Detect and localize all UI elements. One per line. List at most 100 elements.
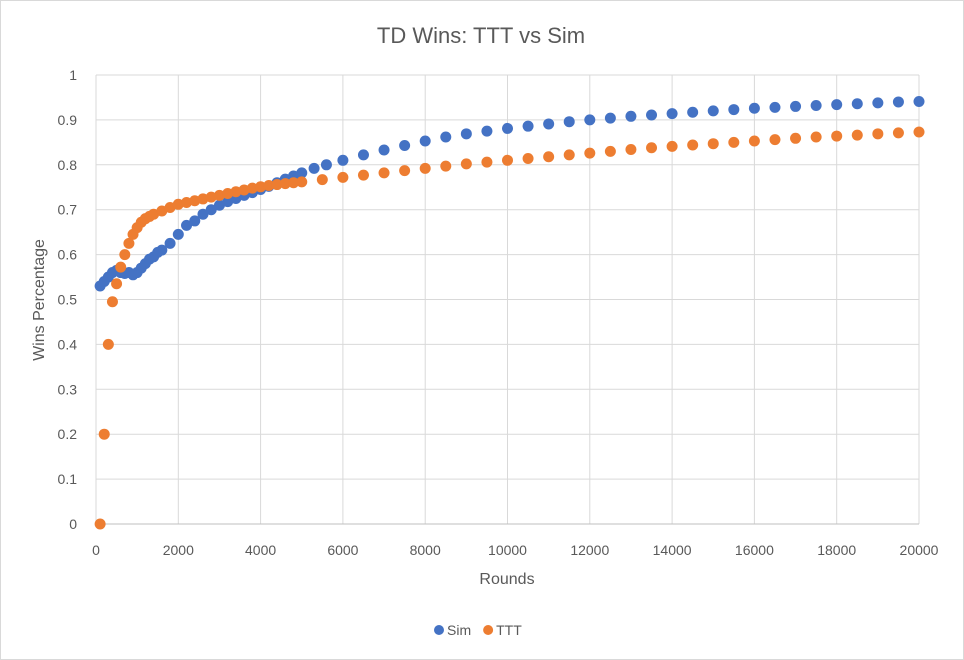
legend: Sim TTT bbox=[434, 622, 522, 638]
x-tick-label: 14000 bbox=[653, 542, 692, 558]
data-point bbox=[222, 188, 234, 200]
data-point bbox=[851, 129, 863, 141]
data-point bbox=[213, 189, 225, 201]
y-tick-label: 0.1 bbox=[58, 471, 78, 487]
data-point bbox=[419, 135, 431, 147]
x-tick-label: 8000 bbox=[410, 542, 441, 558]
data-point bbox=[728, 136, 740, 148]
data-point bbox=[728, 104, 740, 116]
data-point bbox=[288, 177, 300, 189]
data-point bbox=[255, 181, 267, 193]
data-point bbox=[604, 112, 616, 124]
data-point bbox=[119, 249, 131, 261]
data-point bbox=[790, 100, 802, 112]
y-tick-label: 0.3 bbox=[58, 381, 78, 397]
data-point bbox=[502, 122, 513, 134]
data-point bbox=[316, 174, 328, 186]
data-point bbox=[172, 198, 184, 210]
data-point bbox=[872, 97, 884, 109]
y-tick-label: 0.6 bbox=[58, 247, 78, 263]
data-point bbox=[502, 154, 513, 166]
data-point bbox=[913, 126, 925, 138]
data-point bbox=[337, 171, 349, 183]
y-tick-label: 0 bbox=[69, 516, 77, 532]
y-tick-label: 0.7 bbox=[58, 202, 78, 218]
data-point bbox=[748, 102, 760, 114]
y-tick-label: 0.4 bbox=[58, 336, 78, 352]
data-point bbox=[543, 151, 555, 163]
legend-label: TTT bbox=[496, 622, 522, 638]
data-point bbox=[115, 261, 127, 273]
data-point bbox=[181, 219, 193, 231]
data-point bbox=[230, 186, 242, 198]
data-point bbox=[189, 195, 201, 207]
legend-item-ttt: TTT bbox=[483, 622, 522, 638]
data-point bbox=[707, 138, 719, 150]
data-point bbox=[687, 106, 699, 118]
data-point bbox=[172, 228, 184, 240]
data-point bbox=[308, 162, 320, 174]
data-point bbox=[625, 110, 637, 122]
data-point bbox=[481, 156, 493, 168]
x-tick-label: 4000 bbox=[245, 542, 276, 558]
y-axis-title: Wins Percentage bbox=[31, 239, 48, 361]
data-point bbox=[892, 96, 904, 108]
series-ttt bbox=[94, 126, 925, 530]
data-point bbox=[440, 160, 452, 172]
data-point bbox=[357, 169, 369, 181]
data-point bbox=[378, 167, 390, 179]
x-tick-label: 0 bbox=[92, 542, 100, 558]
axes: 0 2000 4000 6000 8000 10000 12000 14000 16000 180… bbox=[58, 67, 939, 558]
data-point bbox=[892, 127, 904, 139]
x-tick-label: 2000 bbox=[163, 542, 194, 558]
data-point bbox=[419, 162, 431, 174]
data-point bbox=[460, 158, 472, 170]
data-point bbox=[271, 179, 283, 191]
data-point bbox=[399, 165, 411, 177]
data-point bbox=[666, 140, 678, 152]
x-tick-label: 16000 bbox=[735, 542, 774, 558]
data-point bbox=[440, 131, 452, 143]
data-point bbox=[205, 191, 217, 203]
data-point bbox=[831, 130, 843, 142]
data-point bbox=[94, 518, 106, 530]
data-point bbox=[831, 99, 843, 111]
data-point bbox=[543, 118, 555, 130]
data-point bbox=[851, 98, 863, 110]
data-point bbox=[378, 144, 390, 156]
data-point bbox=[111, 278, 123, 290]
data-point bbox=[913, 95, 925, 107]
data-point bbox=[769, 134, 781, 146]
data-point bbox=[748, 135, 760, 147]
data-point bbox=[156, 205, 168, 217]
data-point bbox=[246, 182, 258, 194]
data-point bbox=[625, 144, 637, 156]
legend-marker bbox=[483, 625, 494, 635]
data-point bbox=[357, 149, 369, 161]
data-point bbox=[687, 139, 699, 151]
data-point bbox=[810, 100, 822, 112]
data-point bbox=[164, 237, 176, 249]
y-tick-label: 1 bbox=[69, 67, 77, 83]
data-point bbox=[238, 184, 250, 196]
legend-label: Sim bbox=[447, 622, 471, 638]
x-tick-label: 6000 bbox=[327, 542, 358, 558]
data-point bbox=[263, 179, 275, 191]
data-point bbox=[584, 114, 596, 126]
x-tick-label: 10000 bbox=[488, 542, 527, 558]
data-point bbox=[707, 105, 719, 117]
y-tick-label: 0.5 bbox=[58, 292, 78, 308]
data-point bbox=[197, 193, 209, 205]
data-point bbox=[522, 120, 534, 132]
data-point bbox=[320, 159, 332, 171]
data-point bbox=[296, 167, 308, 179]
x-axis-title: Rounds bbox=[479, 571, 534, 588]
data-point bbox=[189, 215, 201, 227]
chart-title: TD Wins: TTT vs Sim bbox=[377, 23, 585, 48]
data-point bbox=[872, 128, 884, 140]
data-point bbox=[810, 131, 822, 143]
data-point bbox=[563, 149, 575, 161]
data-point bbox=[646, 142, 658, 154]
